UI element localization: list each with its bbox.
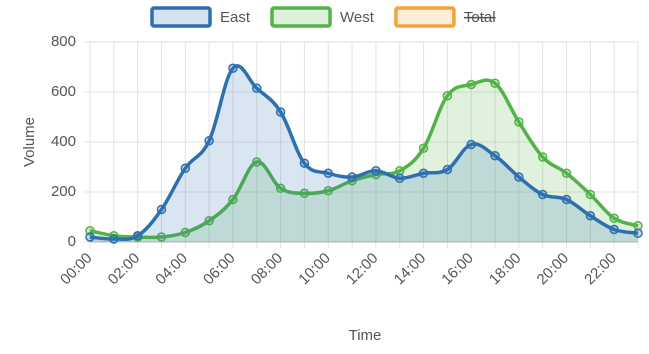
point — [252, 157, 262, 167]
point — [323, 186, 334, 196]
y-tick-label: 0 — [68, 233, 76, 250]
x-tick-label: 08:00 — [248, 250, 287, 289]
point — [347, 172, 357, 182]
legend-label: East — [220, 9, 251, 26]
area — [90, 65, 638, 243]
point — [371, 166, 381, 176]
y-axis-title: Volume — [21, 117, 38, 167]
point — [85, 232, 95, 242]
legend-item[interactable]: Total — [394, 6, 496, 28]
x-axis-title: Time — [349, 327, 382, 344]
point — [466, 79, 476, 90]
point — [442, 91, 453, 101]
y-tick-label: 800 — [51, 33, 76, 50]
point — [180, 163, 191, 173]
point — [132, 231, 143, 241]
point — [585, 189, 596, 200]
point — [514, 172, 524, 182]
point — [514, 117, 524, 127]
point — [609, 213, 619, 223]
point — [180, 227, 191, 238]
point — [537, 189, 548, 200]
y-tick-label: 400 — [51, 133, 76, 150]
point — [585, 211, 596, 221]
point — [418, 168, 429, 178]
legend-label: Total — [464, 9, 496, 26]
point — [490, 151, 500, 161]
point — [275, 107, 286, 117]
point — [109, 234, 119, 244]
x-tick-label: 04:00 — [152, 250, 191, 289]
line — [89, 64, 639, 242]
point — [394, 173, 405, 183]
point — [442, 164, 453, 175]
x-tick-label: 02:00 — [105, 250, 144, 289]
point — [561, 194, 572, 205]
legend-swatch — [150, 6, 212, 28]
point — [204, 216, 214, 226]
legend-label: West — [340, 9, 375, 26]
point — [156, 232, 167, 242]
x-tick-label: 22:00 — [581, 250, 620, 289]
point — [466, 139, 476, 150]
point — [204, 136, 214, 146]
point — [418, 143, 429, 153]
legend-swatch — [394, 6, 456, 28]
x-tick-label: 10:00 — [295, 250, 334, 289]
point — [299, 188, 310, 198]
legend-item[interactable]: East — [150, 6, 251, 28]
x-tick-label: 12:00 — [343, 250, 382, 289]
point — [299, 158, 310, 168]
point — [537, 152, 548, 162]
x-tick-label: 18:00 — [486, 250, 525, 289]
point — [275, 183, 286, 193]
legend-swatch — [270, 6, 332, 28]
point — [633, 228, 643, 238]
point — [323, 168, 334, 178]
point — [228, 63, 238, 73]
x-tick-label: 06:00 — [200, 250, 239, 289]
point — [609, 224, 619, 235]
x-tick-label: 14:00 — [391, 250, 430, 289]
x-tick-label: 16:00 — [438, 250, 477, 289]
area — [90, 80, 638, 243]
x-tick-label: 00:00 — [57, 250, 96, 289]
point — [561, 168, 572, 178]
x-tick-label: 20:00 — [534, 250, 573, 289]
legend-item[interactable]: West — [270, 6, 375, 28]
point — [156, 204, 167, 215]
point — [228, 194, 238, 205]
y-tick-label: 600 — [51, 83, 76, 100]
y-tick-label: 200 — [51, 183, 76, 200]
point — [490, 78, 500, 88]
point — [252, 83, 262, 93]
line — [89, 78, 639, 240]
